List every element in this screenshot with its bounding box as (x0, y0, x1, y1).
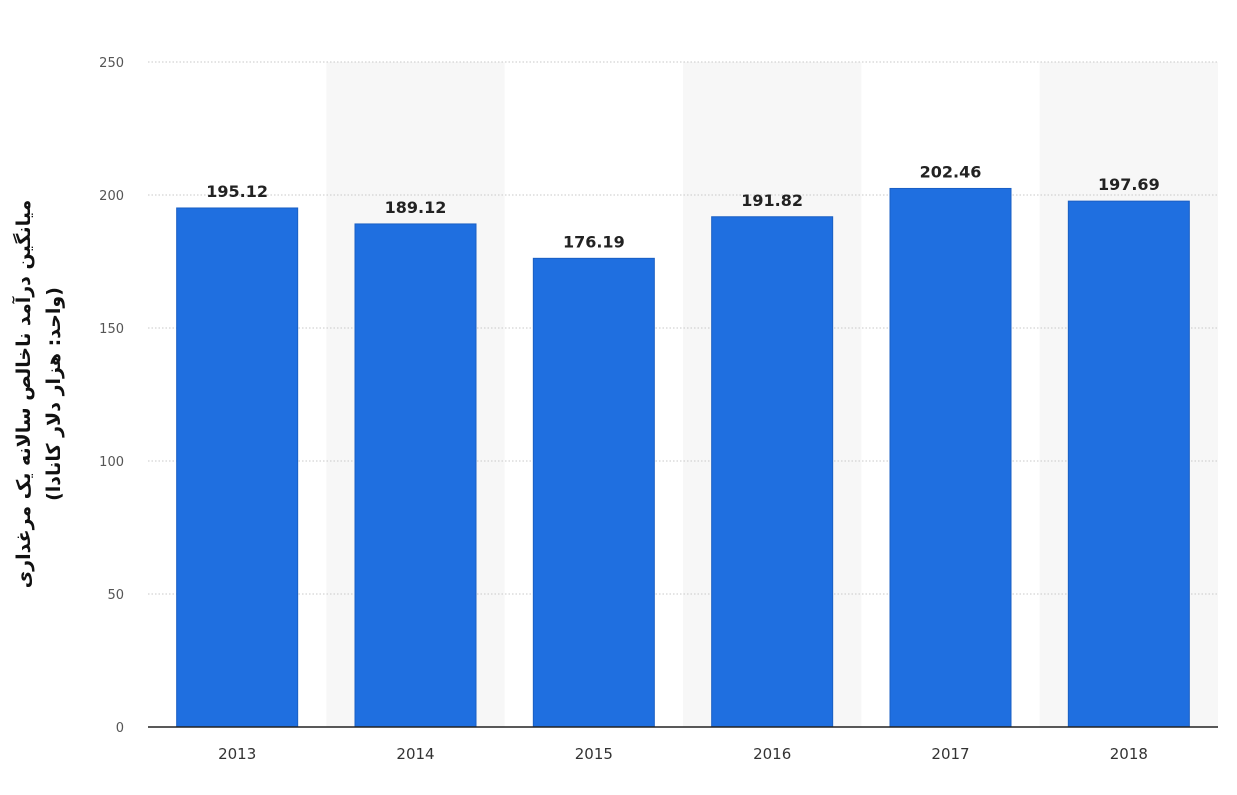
y-axis-unit: (واحد: هزار دلار کانادا) (43, 287, 65, 501)
bar-2017[interactable] (889, 187, 1012, 728)
bar-2016[interactable] (711, 216, 834, 728)
y-tick-label: 150 (99, 322, 124, 337)
bar-2013[interactable] (176, 207, 299, 728)
x-tick-label-2013: 2013 (218, 745, 256, 763)
y-axis-ticks: 0 50 100 150 200 250 (99, 56, 124, 736)
y-tick-label: 250 (99, 56, 124, 71)
y-tick-label: 100 (99, 455, 124, 470)
data-label-2018: 197.69 (1098, 175, 1160, 194)
y-tick-label: 200 (99, 189, 124, 204)
data-labels: 195.12 189.12 176.19 191.82 202.46 197.69 (206, 162, 1159, 251)
bar-2014[interactable] (354, 223, 477, 728)
data-label-2014: 189.12 (385, 198, 447, 217)
data-label-2017: 202.46 (920, 162, 982, 181)
data-label-2015: 176.19 (563, 232, 625, 251)
x-tick-label-2017: 2017 (931, 745, 969, 763)
y-tick-label: 0 (116, 721, 124, 736)
x-tick-label-2018: 2018 (1110, 745, 1148, 763)
x-axis-ticks: 2013 2014 2015 2016 2017 2018 (218, 745, 1148, 763)
bar-2015[interactable] (532, 257, 655, 728)
data-label-2016: 191.82 (741, 191, 803, 210)
data-label-2013: 195.12 (206, 182, 268, 201)
y-tick-label: 50 (107, 588, 124, 603)
x-tick-label-2014: 2014 (396, 745, 434, 763)
bar-2018[interactable] (1067, 200, 1190, 728)
y-axis-title: میانگین درآمد ناخالص سالانه یک مرغداری (11, 200, 35, 588)
x-tick-label-2016: 2016 (753, 745, 791, 763)
x-tick-label-2015: 2015 (575, 745, 613, 763)
bars (176, 187, 1190, 728)
